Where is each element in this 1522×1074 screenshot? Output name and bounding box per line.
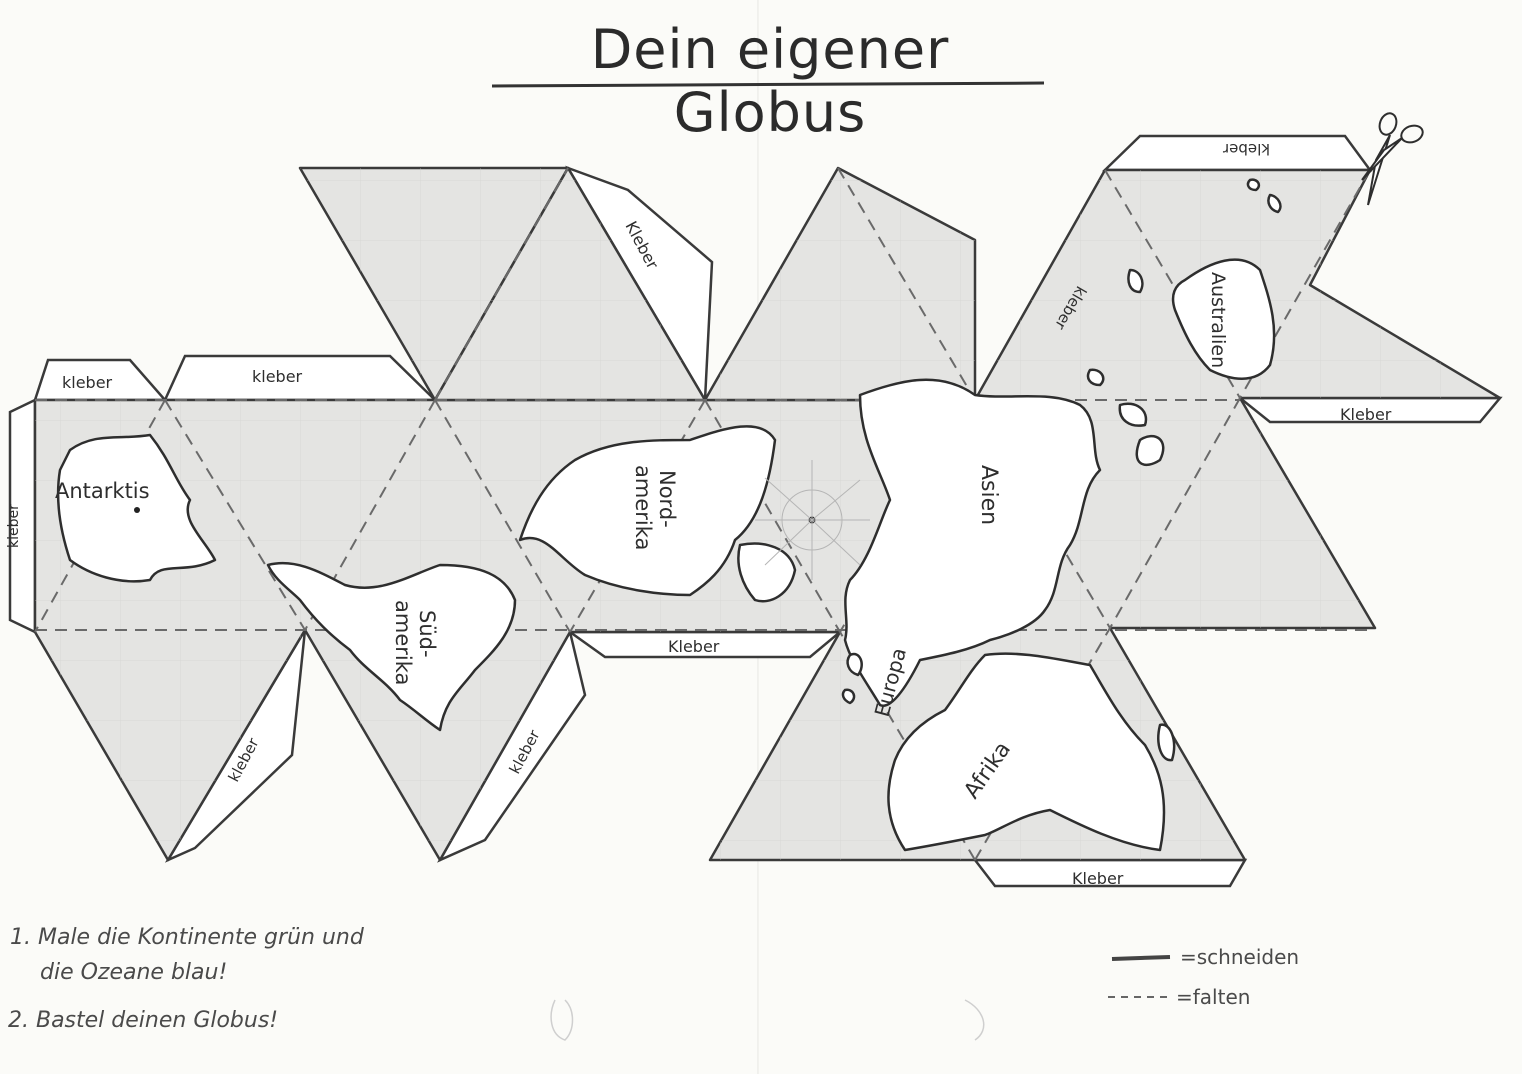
glue-label-3: kleber bbox=[6, 504, 22, 548]
new-zealand-islands bbox=[1246, 178, 1282, 214]
continents bbox=[56, 178, 1282, 852]
label-south-america-1: Süd- bbox=[415, 610, 439, 658]
instruction-step-1-line-2: die Ozeane blau! bbox=[40, 960, 228, 985]
south-america-shape bbox=[266, 561, 517, 732]
binder-holes bbox=[550, 999, 985, 1041]
south-pole-marker bbox=[134, 507, 140, 513]
legend-cut-label: =schneiden bbox=[1180, 945, 1300, 969]
north-america-shape bbox=[518, 425, 777, 597]
indonesia-islands bbox=[1086, 268, 1165, 466]
glue-label-7: Kleber bbox=[668, 637, 720, 656]
legend-fold-label: =falten bbox=[1176, 985, 1251, 1009]
glue-label-1: kleber bbox=[62, 373, 113, 392]
legend-cut-line bbox=[1111, 955, 1171, 961]
label-south-america-2: amerika bbox=[391, 600, 415, 685]
australia-shape bbox=[1171, 258, 1276, 380]
africa-shape bbox=[887, 652, 1166, 852]
instruction-step-1-line-1: 1. Male die Kontinente grün und bbox=[10, 925, 364, 950]
label-asia: Asien bbox=[976, 465, 1001, 525]
madagascar-shape bbox=[1157, 723, 1176, 762]
eurasia-shape bbox=[843, 378, 1102, 707]
glue-label-11: kleber bbox=[1222, 140, 1270, 158]
label-north-america-2: amerika bbox=[631, 465, 655, 550]
label-antarctica: Antarktis bbox=[55, 479, 150, 503]
page-title: Dein eigener Globus bbox=[590, 18, 950, 144]
scissors-icon bbox=[1361, 112, 1424, 206]
greenland-shape bbox=[737, 542, 797, 603]
north-pole-marker bbox=[755, 460, 870, 580]
label-australia: Australien bbox=[1207, 272, 1229, 368]
glue-label-8: Kleber bbox=[1072, 869, 1124, 888]
glue-label-2: kleber bbox=[252, 367, 303, 386]
uk-islands bbox=[841, 652, 863, 705]
instruction-step-2: 2. Bastel deinen Globus! bbox=[8, 1008, 279, 1033]
label-north-america-1: Nord- bbox=[655, 470, 679, 528]
glue-label-9: Kleber bbox=[1340, 405, 1392, 424]
